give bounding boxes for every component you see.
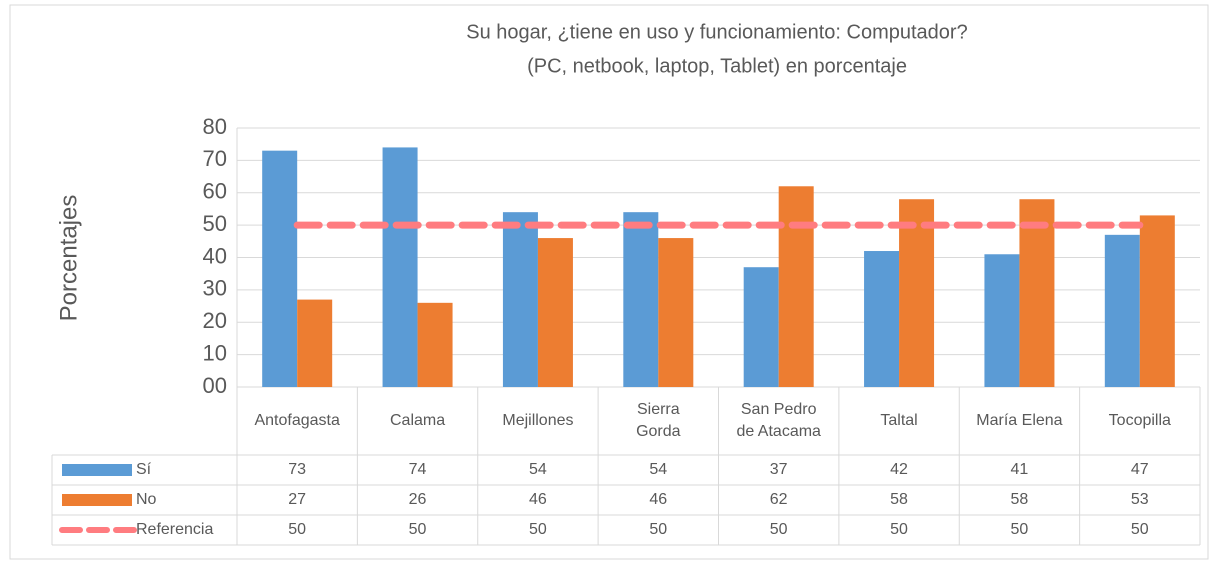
y-tick-label: 20 (203, 308, 227, 333)
bar (864, 251, 900, 387)
bar (899, 199, 935, 387)
table-cell: 50 (529, 521, 547, 538)
table-cell: 58 (890, 491, 908, 508)
x-tick-label: Gorda (636, 423, 681, 440)
x-tick-label: Taltal (880, 412, 917, 429)
table-cell: 50 (890, 521, 908, 538)
legend-label: Sí (136, 461, 152, 478)
bar (778, 186, 814, 387)
table-cell: 42 (890, 461, 908, 478)
table-cell: 41 (1011, 461, 1029, 478)
y-tick-label: 00 (203, 373, 227, 398)
x-tick-label: María Elena (976, 412, 1062, 429)
x-tick-label: San Pedro (741, 401, 817, 418)
y-tick-label: 60 (203, 179, 227, 204)
legend-label: No (136, 491, 157, 508)
chart-title: (PC, netbook, laptop, Tablet) en porcent… (527, 55, 907, 77)
y-tick-label: 40 (203, 243, 227, 268)
table-cell: 50 (1131, 521, 1149, 538)
bar (382, 147, 418, 387)
table-cell: 50 (288, 521, 306, 538)
x-tick-label: Sierra (637, 401, 680, 418)
table-cell: 50 (770, 521, 788, 538)
bar (984, 254, 1020, 387)
table-cell: 74 (409, 461, 427, 478)
table-cell: 62 (770, 491, 788, 508)
table-cell: 54 (649, 461, 667, 478)
table-cell: 53 (1131, 491, 1149, 508)
bar (417, 302, 453, 387)
x-tick-label: Tocopilla (1109, 412, 1171, 429)
bar (262, 150, 298, 387)
legend-label: Referencia (136, 521, 213, 538)
chart-title: Su hogar, ¿tiene en uso y funcionamiento… (466, 21, 967, 43)
bar (658, 238, 694, 387)
bar (297, 299, 333, 387)
table-cell: 73 (288, 461, 306, 478)
table-cell: 50 (649, 521, 667, 538)
legend-swatch (62, 494, 132, 506)
table-cell: 46 (529, 491, 547, 508)
bar (623, 212, 659, 387)
table-cell: 50 (409, 521, 427, 538)
table-cell: 47 (1131, 461, 1149, 478)
table-cell: 50 (1011, 521, 1029, 538)
bar (1019, 199, 1055, 387)
y-tick-label: 80 (203, 114, 227, 139)
y-axis-label: Porcentajes (55, 195, 82, 322)
bar (502, 212, 538, 387)
table-cell: 27 (288, 491, 306, 508)
table-cell: 46 (649, 491, 667, 508)
bar (743, 267, 779, 387)
table-cell: 58 (1011, 491, 1029, 508)
x-tick-label: Antofagasta (254, 412, 340, 429)
x-tick-label: Mejillones (502, 412, 573, 429)
legend-swatch (62, 464, 132, 476)
y-tick-label: 10 (203, 340, 227, 365)
bar (1139, 215, 1175, 387)
y-tick-label: 30 (203, 276, 227, 301)
x-tick-label: de Atacama (736, 423, 821, 440)
x-tick-label: Calama (390, 412, 445, 429)
y-tick-label: 70 (203, 146, 227, 171)
bar (1104, 234, 1140, 387)
y-tick-label: 50 (203, 211, 227, 236)
bar (537, 238, 573, 387)
table-cell: 54 (529, 461, 547, 478)
table-cell: 26 (409, 491, 427, 508)
table-cell: 37 (770, 461, 788, 478)
